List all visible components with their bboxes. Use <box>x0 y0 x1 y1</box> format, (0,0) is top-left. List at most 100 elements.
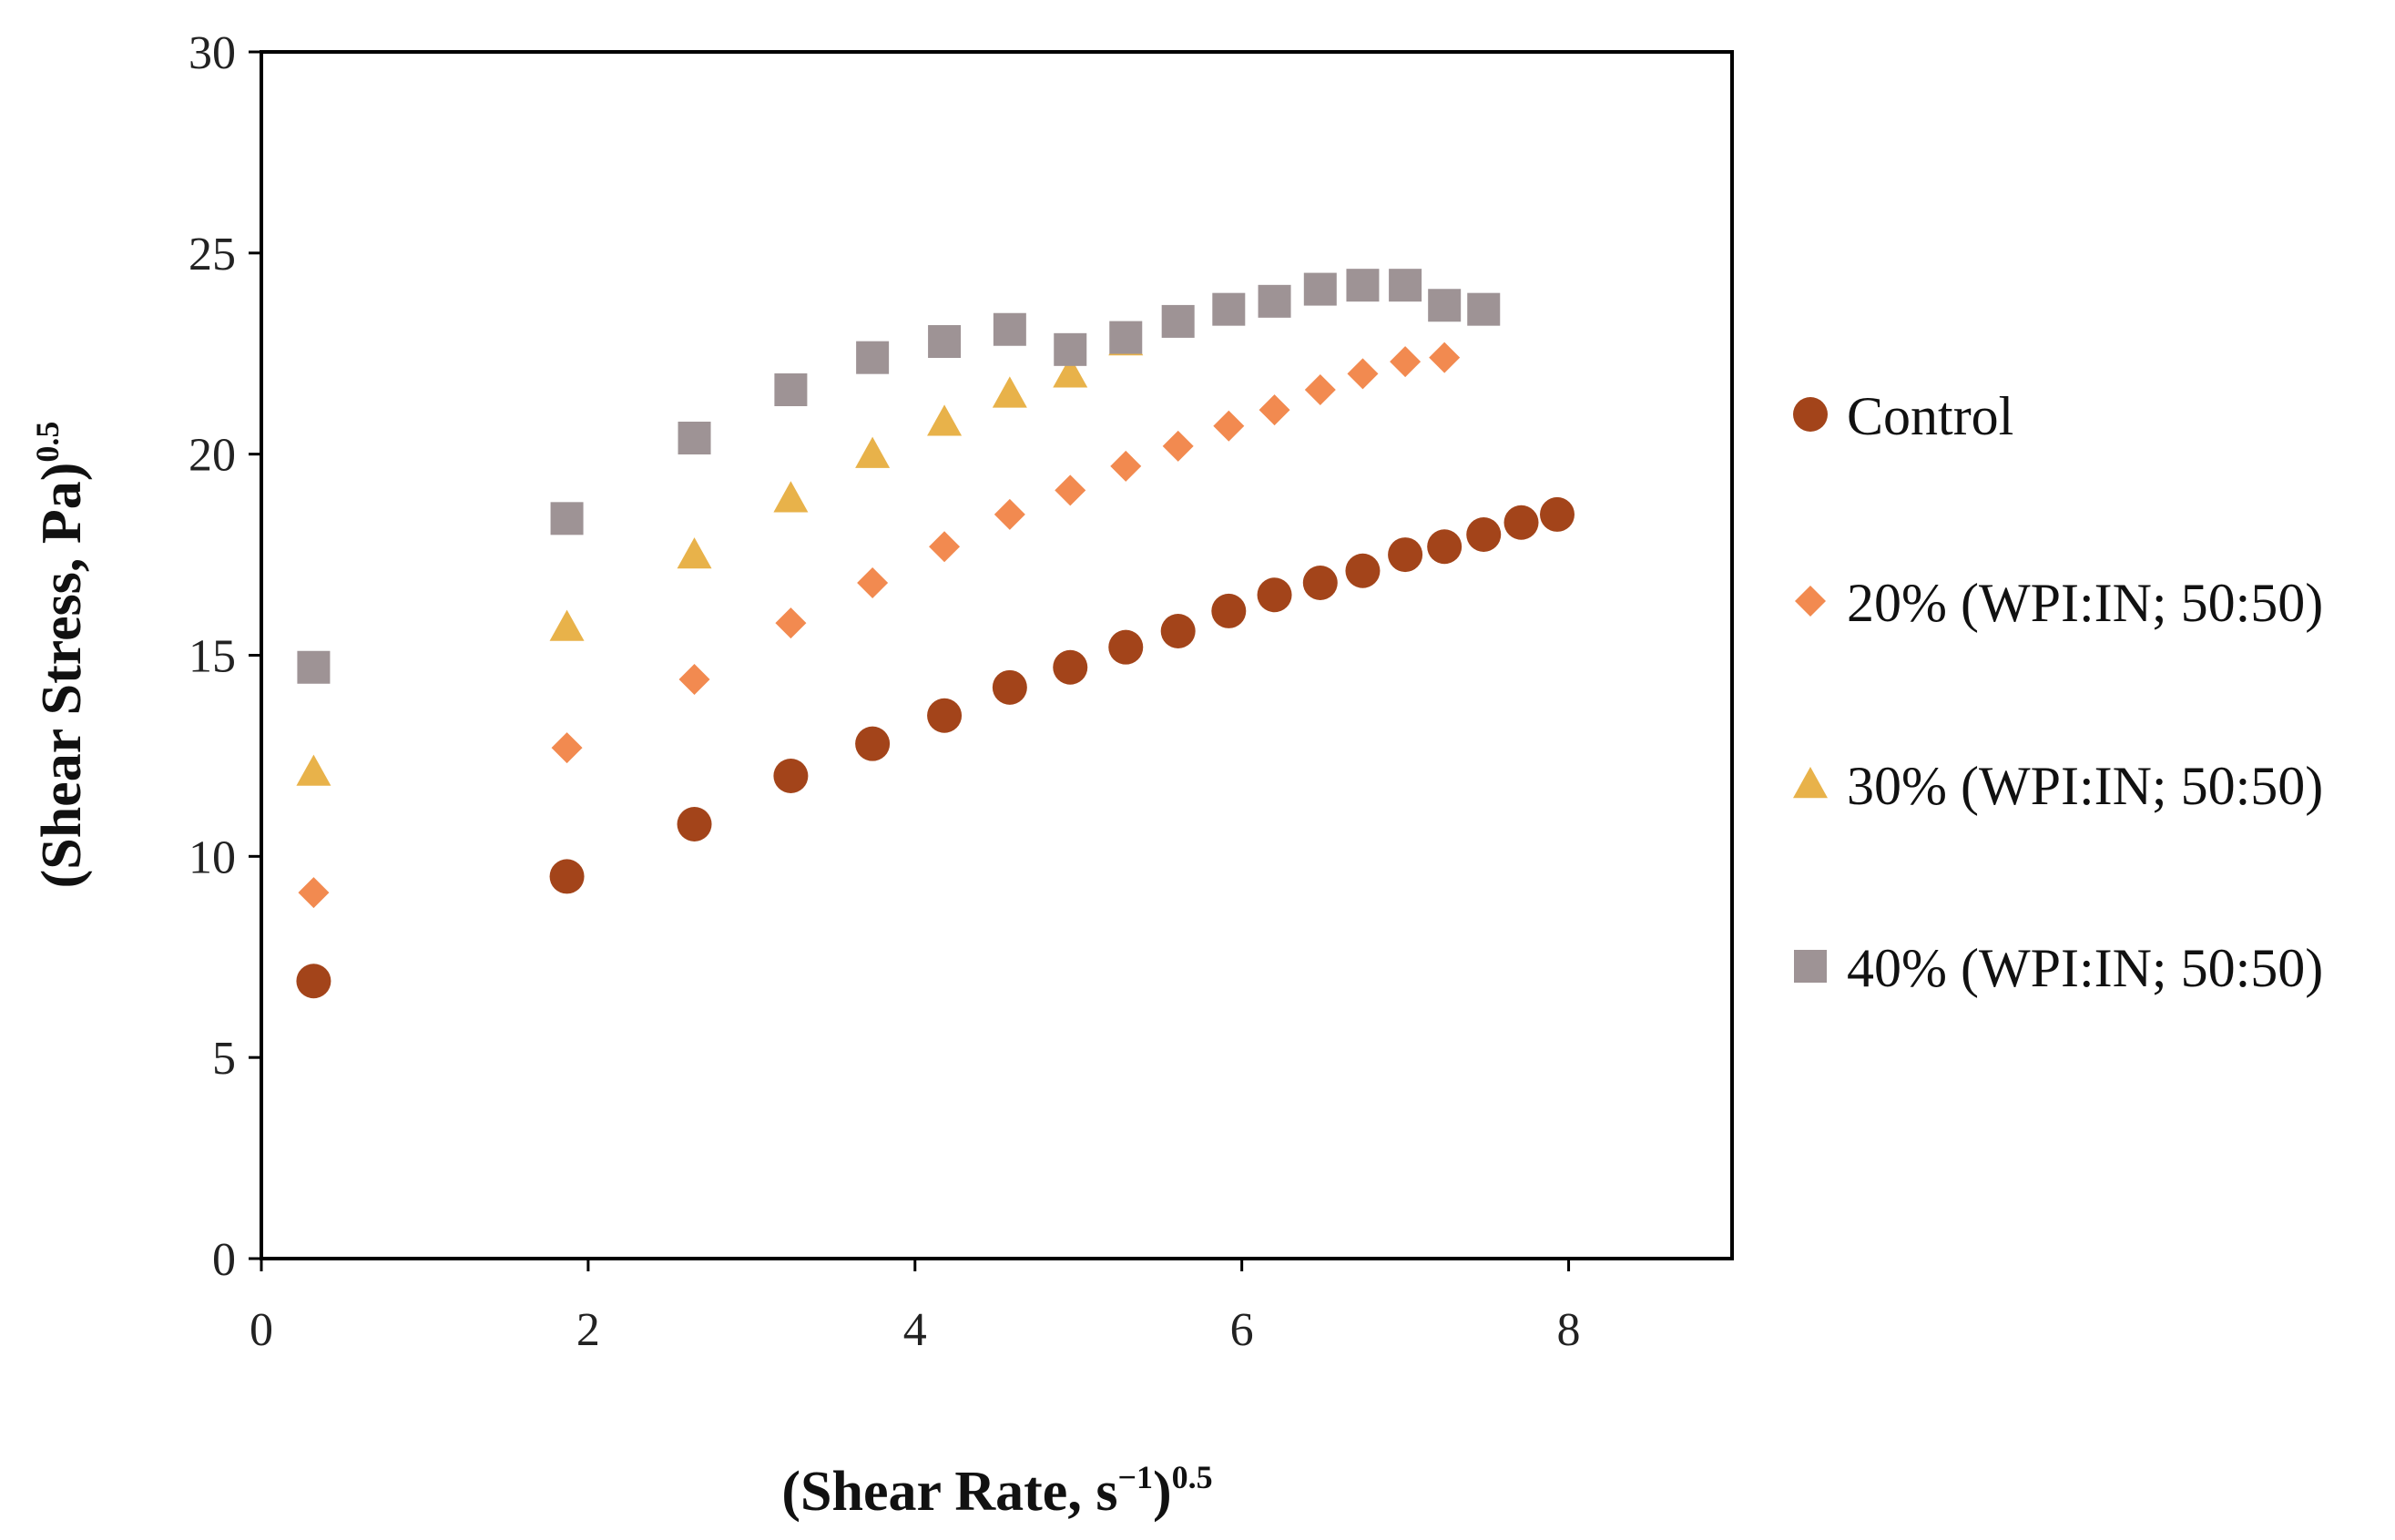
data-point-square <box>1212 292 1246 326</box>
legend-marker-circle <box>1793 397 1828 432</box>
data-point-circle <box>1053 649 1088 685</box>
data-point-diamond <box>1110 450 1142 482</box>
data-point-circle <box>1466 517 1502 552</box>
y-axis-ticks: 0 5 10 15 20 25 30 <box>189 27 261 1286</box>
data-point-square <box>928 325 962 358</box>
data-point-square <box>678 422 711 454</box>
data-point-diamond <box>1213 410 1245 442</box>
data-point-diamond <box>1055 474 1086 506</box>
y-tick-label: 5 <box>212 1033 236 1085</box>
legend: Control 20% (WPI:IN; 50:50) 30% (WPI:IN; 5… <box>1793 386 2323 998</box>
x-axis-title-inner-exponent: −1 <box>1117 1459 1153 1495</box>
data-point-circle <box>1427 529 1462 565</box>
data-point-square <box>550 502 584 535</box>
data-point-circle <box>296 964 331 999</box>
data-point-square <box>297 650 331 684</box>
y-tick-label: 20 <box>189 430 236 482</box>
data-point-circle <box>855 726 891 761</box>
data-point-circle <box>677 807 712 841</box>
data-point-triangle <box>927 404 963 436</box>
legend-label: 30% (WPI:IN; 50:50) <box>1847 756 2323 816</box>
data-point-square <box>1389 269 1422 302</box>
data-point-triangle <box>296 754 331 786</box>
data-point-circle <box>1388 537 1423 573</box>
data-point-circle <box>1503 505 1539 540</box>
data-point-circle <box>1160 614 1196 648</box>
x-tick-label: 8 <box>1557 1304 1581 1356</box>
legend-label: Control <box>1847 386 2013 446</box>
data-point-circle <box>773 759 809 793</box>
data-point-circle <box>927 698 963 733</box>
data-point-triangle <box>677 537 712 569</box>
x-axis-title-main: (Shear Rate, s <box>781 1461 1117 1523</box>
y-tick-label: 10 <box>189 831 236 883</box>
x-tick-label: 2 <box>576 1304 600 1356</box>
x-tick-label: 6 <box>1230 1304 1254 1356</box>
x-axis-ticks: 0 2 4 6 8 <box>250 1259 1581 1356</box>
data-point-diamond <box>1390 346 1422 378</box>
legend-label: 20% (WPI:IN; 50:50) <box>1847 573 2323 633</box>
data-point-triangle <box>992 376 1027 408</box>
x-tick-label: 4 <box>903 1304 927 1356</box>
data-point-square <box>1109 321 1143 354</box>
data-point-square <box>1054 332 1087 366</box>
data-point-diamond <box>1304 374 1336 405</box>
data-point-diamond <box>678 664 710 695</box>
data-point-triangle <box>773 481 809 513</box>
data-point-circle <box>1257 577 1292 613</box>
data-point-diamond <box>1347 358 1379 390</box>
x-axis-title-exponent: 0.5 <box>1172 1459 1213 1495</box>
x-axis-title-close: ) <box>1153 1461 1172 1523</box>
data-point-square <box>1161 304 1195 338</box>
legend-item: 20% (WPI:IN; 50:50) <box>1795 573 2323 633</box>
data-point-diamond <box>857 567 889 598</box>
x-tick-label: 0 <box>250 1304 273 1356</box>
data-point-triangle <box>1053 356 1088 388</box>
data-points <box>296 269 1575 999</box>
legend-item: 40% (WPI:IN; 50:50) <box>1794 938 2323 998</box>
data-point-square <box>1467 292 1501 326</box>
y-axis-title: (Shear Stress, Pa)0.5 <box>29 422 93 889</box>
series-2 <box>296 324 1144 786</box>
legend-marker-diamond <box>1795 586 1826 617</box>
y-axis-title-exponent: 0.5 <box>29 422 66 463</box>
data-point-diamond <box>1429 342 1461 373</box>
data-point-circle <box>1108 629 1144 665</box>
legend-item: 30% (WPI:IN; 50:50) <box>1793 756 2323 816</box>
data-point-circle <box>1539 496 1575 532</box>
data-point-diamond <box>994 498 1025 530</box>
series-0 <box>296 496 1575 999</box>
y-axis-title-main: (Shear Stress, Pa) <box>31 463 93 889</box>
data-point-diamond <box>551 732 583 764</box>
data-point-diamond <box>298 877 330 909</box>
data-point-diamond <box>1259 394 1290 426</box>
data-point-square <box>856 341 890 374</box>
data-point-circle <box>992 669 1027 705</box>
data-point-triangle <box>855 436 891 468</box>
data-point-diamond <box>775 607 807 639</box>
legend-item: Control <box>1793 386 2013 446</box>
data-point-square <box>774 373 808 406</box>
data-point-circle <box>1211 593 1247 628</box>
legend-label: 40% (WPI:IN; 50:50) <box>1847 938 2323 998</box>
data-point-square <box>1346 269 1380 302</box>
data-point-circle <box>1345 553 1381 588</box>
data-point-circle <box>549 859 585 894</box>
y-tick-label: 15 <box>189 631 236 683</box>
data-point-square <box>1428 289 1462 322</box>
data-point-circle <box>1302 566 1338 600</box>
data-point-diamond <box>1162 430 1194 462</box>
x-axis-title: (Shear Rate, s−1)0.5 <box>781 1459 1212 1523</box>
y-tick-label: 0 <box>212 1234 236 1286</box>
data-point-square <box>993 312 1026 346</box>
data-point-square <box>1258 284 1291 318</box>
legend-marker-square <box>1794 950 1827 983</box>
series-1 <box>298 342 1461 909</box>
series-3 <box>297 269 1501 684</box>
plot-area-frame <box>260 50 1734 1260</box>
data-point-square <box>1303 272 1337 306</box>
data-point-diamond <box>929 531 961 563</box>
y-tick-label: 30 <box>189 27 236 79</box>
legend-marker-triangle <box>1793 767 1828 799</box>
